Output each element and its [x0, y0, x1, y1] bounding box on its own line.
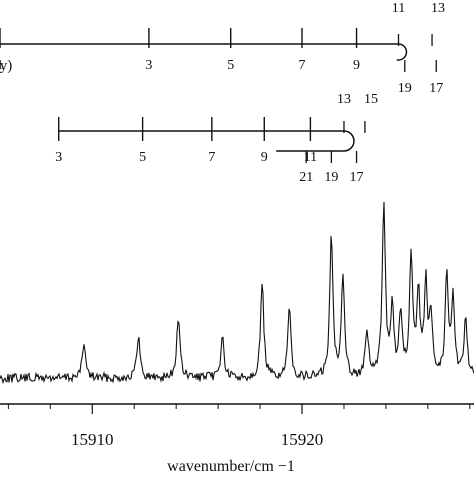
- branch-upper-fragment: y): [0, 58, 12, 74]
- branch_upper-label-11: 11: [392, 1, 405, 16]
- branch_upper-label-17: 17: [429, 81, 443, 96]
- branch_lower-label-21: 21: [299, 170, 313, 185]
- spectrum-trace: [0, 202, 474, 382]
- branch_upper-turn-arc: [398, 44, 406, 60]
- branch_lower-label-9: 9: [261, 150, 268, 165]
- spectrum-trace-layer: [0, 202, 474, 382]
- branch_upper-label-7: 7: [299, 58, 306, 73]
- branch_upper-label-13: 13: [431, 1, 445, 16]
- branch_lower-label-5: 5: [139, 150, 146, 165]
- branch_lower-label-13: 13: [337, 92, 351, 107]
- branch_lower-label-17: 17: [350, 170, 364, 185]
- x-tick-label-1: 15920: [281, 430, 324, 449]
- branch_lower-turn-arc: [344, 131, 354, 151]
- branch_upper-label-5: 5: [227, 58, 234, 73]
- x-axis-label: wavenumber/cm −1: [167, 458, 295, 474]
- x-axis: 15910 15920: [0, 404, 474, 449]
- branch_lower-label-19: 19: [324, 170, 338, 185]
- branch_upper-label-3: 3: [145, 58, 152, 73]
- branch_lower-label-15: 15: [364, 92, 378, 107]
- x-tick-label-0: 15910: [71, 430, 114, 449]
- branch_upper-label-19: 19: [398, 81, 412, 96]
- branch_lower-label-3: 3: [55, 150, 62, 165]
- branch_lower-label-7: 7: [208, 150, 215, 165]
- branch_upper-label-9: 9: [353, 58, 360, 73]
